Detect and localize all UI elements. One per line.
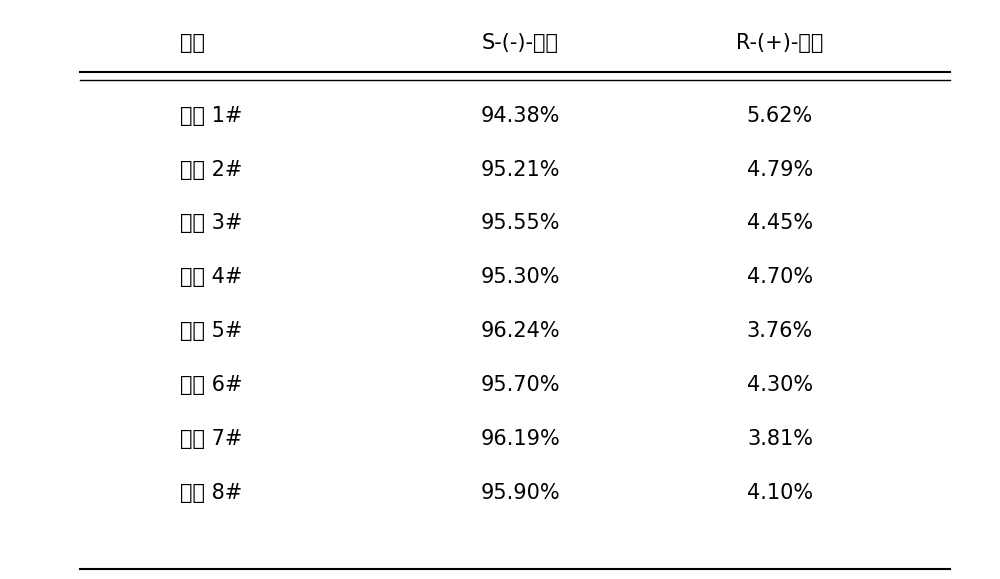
Text: 5.62%: 5.62% — [747, 106, 813, 126]
Text: 茶叶 1#: 茶叶 1# — [180, 106, 242, 126]
Text: 3.81%: 3.81% — [747, 429, 813, 449]
Text: 序号: 序号 — [180, 34, 205, 53]
Text: 4.10%: 4.10% — [747, 483, 813, 503]
Text: 4.79%: 4.79% — [747, 160, 813, 179]
Text: S-(-)-烟碱: S-(-)-烟碱 — [482, 34, 558, 53]
Text: 4.45%: 4.45% — [747, 214, 813, 233]
Text: 96.19%: 96.19% — [480, 429, 560, 449]
Text: 3.76%: 3.76% — [747, 321, 813, 341]
Text: 96.24%: 96.24% — [480, 321, 560, 341]
Text: 4.30%: 4.30% — [747, 375, 813, 395]
Text: 95.90%: 95.90% — [480, 483, 560, 503]
Text: 茶叶 3#: 茶叶 3# — [180, 214, 242, 233]
Text: 茶叶 6#: 茶叶 6# — [180, 375, 242, 395]
Text: 茶叶 4#: 茶叶 4# — [180, 267, 242, 287]
Text: 茶叶 7#: 茶叶 7# — [180, 429, 242, 449]
Text: 茶叶 8#: 茶叶 8# — [180, 483, 242, 503]
Text: 茶叶 5#: 茶叶 5# — [180, 321, 242, 341]
Text: 94.38%: 94.38% — [480, 106, 560, 126]
Text: 95.21%: 95.21% — [480, 160, 560, 179]
Text: 95.70%: 95.70% — [480, 375, 560, 395]
Text: 茶叶 2#: 茶叶 2# — [180, 160, 242, 179]
Text: 95.30%: 95.30% — [480, 267, 560, 287]
Text: 95.55%: 95.55% — [480, 214, 560, 233]
Text: R-(+)-烟碱: R-(+)-烟碱 — [736, 34, 824, 53]
Text: 4.70%: 4.70% — [747, 267, 813, 287]
